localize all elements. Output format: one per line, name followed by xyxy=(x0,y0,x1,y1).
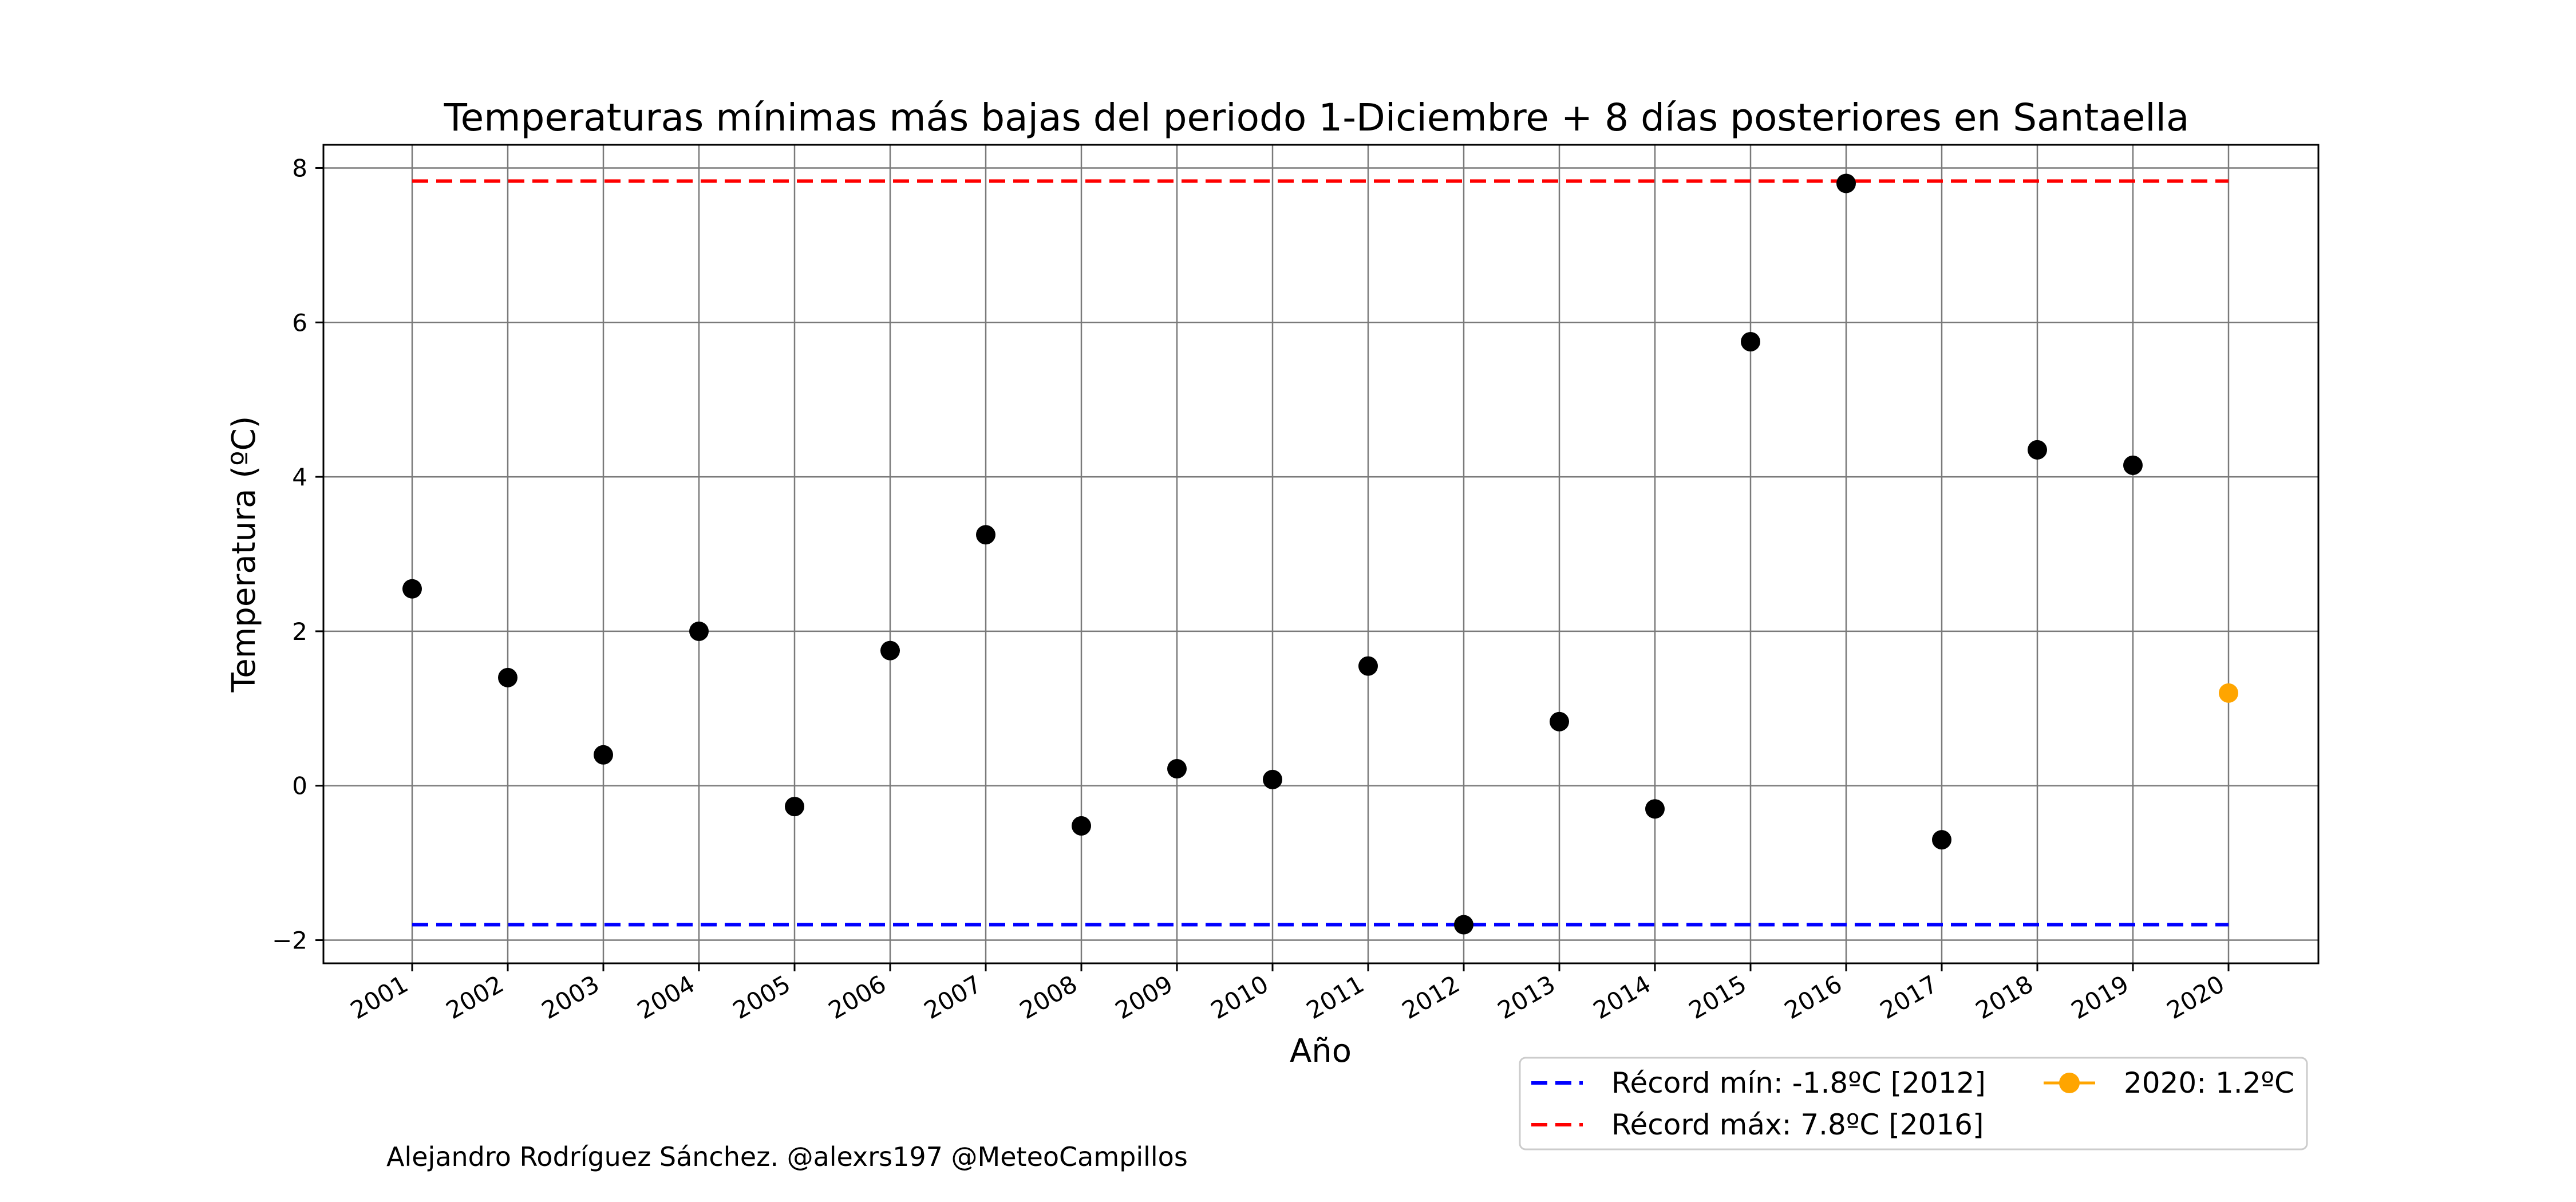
x-tick-label: 2009 xyxy=(1111,970,1178,1025)
y-tick-label: 4 xyxy=(292,463,307,491)
x-tick-label: 2007 xyxy=(919,970,986,1025)
y-axis-label: Temperatura (ºC) xyxy=(226,416,263,693)
y-tick-label: 6 xyxy=(292,309,307,337)
plot-frame xyxy=(322,144,2320,964)
x-tick-label: 2014 xyxy=(1589,970,1656,1025)
x-axis-label: Año xyxy=(1290,1033,1352,1070)
x-tick-label: 2019 xyxy=(2067,970,2134,1025)
x-tick-label: 2020 xyxy=(2162,970,2229,1025)
data-point-2014 xyxy=(1645,799,1665,819)
legend-2020-label: 2020: 1.2ºC xyxy=(2124,1066,2294,1100)
x-tick-label: 2006 xyxy=(824,970,891,1025)
x-tick-label: 2004 xyxy=(633,970,700,1025)
x-tick-label: 2018 xyxy=(1971,970,2038,1025)
data-point-2003 xyxy=(594,745,613,765)
y-tick-label: 2 xyxy=(292,618,307,646)
x-tick-label: 2011 xyxy=(1302,970,1369,1025)
data-point-2009 xyxy=(1167,759,1187,779)
x-tick-label: 2017 xyxy=(1875,970,1942,1025)
x-tick-label: 2003 xyxy=(537,970,604,1025)
data-point-2010 xyxy=(1263,769,1282,789)
data-point-2017 xyxy=(1932,830,1951,850)
x-tick-label: 2013 xyxy=(1493,970,1560,1025)
y-axis: −2 0 2 4 6 8 xyxy=(272,154,323,955)
data-point-2016 xyxy=(1836,173,1856,193)
legend-max-label: Récord máx: 7.8ºC [2016] xyxy=(1611,1108,1984,1141)
legend-box xyxy=(1519,1057,2308,1150)
x-tick-label: 2012 xyxy=(1397,970,1464,1025)
data-point-2011 xyxy=(1358,656,1378,676)
point-2020 xyxy=(2219,683,2238,703)
data-point-2019 xyxy=(2123,455,2143,475)
data-point-2005 xyxy=(785,797,804,817)
data-point-2001 xyxy=(402,579,422,599)
y-tick-label: 8 xyxy=(292,154,307,182)
credit-text: Alejandro Rodríguez Sánchez. @alexrs197 … xyxy=(386,1141,1188,1172)
reference-lines xyxy=(412,179,2229,927)
legend-min-label: Récord mín: -1.8ºC [2012] xyxy=(1611,1066,1986,1100)
data-point-2015 xyxy=(1741,332,1760,352)
x-tick-label: 2015 xyxy=(1684,970,1751,1025)
data-point-2007 xyxy=(976,525,995,545)
data-point-2002 xyxy=(498,667,517,687)
legend: Récord mín: -1.8ºC [2012] Récord máx: 7.… xyxy=(1519,1057,2308,1150)
x-axis: 2001 2002 2003 2004 2005 2006 2007 2008 2009 2010… xyxy=(346,963,2230,1025)
data-point-2004 xyxy=(689,621,709,641)
x-tick-label: 2016 xyxy=(1780,970,1847,1025)
x-tick-label: 2001 xyxy=(346,970,413,1025)
data-point-2013 xyxy=(1550,711,1569,732)
grid xyxy=(323,145,2318,963)
data-point-2006 xyxy=(880,640,900,661)
data-point-2008 xyxy=(1072,816,1091,836)
data-points xyxy=(402,173,2238,935)
x-tick-label: 2008 xyxy=(1015,970,1082,1025)
legend-2020-marker xyxy=(2059,1073,2080,1093)
x-tick-label: 2010 xyxy=(1206,970,1273,1025)
chart-title: Temperaturas mínimas más bajas del perio… xyxy=(444,96,2190,140)
y-tick-label: −2 xyxy=(272,927,307,955)
x-tick-label: 2002 xyxy=(441,970,508,1025)
y-tick-label: 0 xyxy=(292,772,307,800)
data-point-2018 xyxy=(2028,440,2047,460)
data-point-2012 xyxy=(1454,915,1473,935)
x-tick-label: 2005 xyxy=(728,970,795,1025)
